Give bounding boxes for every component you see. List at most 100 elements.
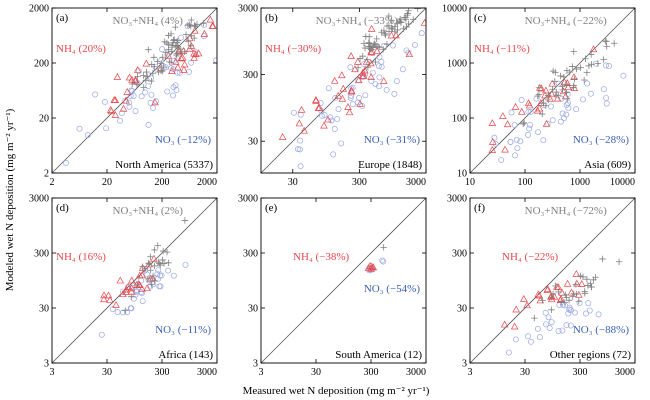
sum-point xyxy=(148,77,155,85)
nh4-point xyxy=(119,104,128,112)
no3-point xyxy=(567,322,574,329)
sum-point xyxy=(181,48,188,55)
no3-point xyxy=(128,87,135,94)
nh4-point xyxy=(192,50,200,58)
sum-point xyxy=(410,16,417,23)
sum-bias-label: NO₃+NH₄ (−33%) xyxy=(316,15,398,27)
nh4-point xyxy=(100,291,108,299)
x-tick-label: 10 xyxy=(465,177,475,188)
sum-point xyxy=(359,52,366,60)
no3-point xyxy=(132,291,139,298)
sum-point xyxy=(376,44,383,51)
sum-point xyxy=(144,73,151,80)
nh4-point xyxy=(116,276,125,284)
no3-point xyxy=(535,129,541,136)
sum-point xyxy=(145,260,153,268)
no3-point xyxy=(154,270,161,277)
sum-point xyxy=(155,68,162,76)
no3-point xyxy=(566,304,573,311)
panel-c: 10 100 1000 10000 10 100 1000 10000 (c) Asia (609… xyxy=(442,4,636,188)
x-tick-label: 300 xyxy=(573,367,588,378)
no3-point xyxy=(527,121,534,128)
sum-point xyxy=(559,83,566,90)
y-tick-label: 2000 xyxy=(29,4,49,15)
no3-point xyxy=(368,78,375,85)
sum-point xyxy=(587,280,594,287)
data-points xyxy=(488,37,627,163)
nh4-point xyxy=(367,47,375,55)
no3-point xyxy=(512,336,519,343)
nh4-point xyxy=(190,49,198,57)
sum-point xyxy=(548,294,555,301)
sum-point xyxy=(602,37,609,45)
nh4-point xyxy=(135,271,144,279)
sum-point xyxy=(186,21,193,28)
nh4-point xyxy=(180,65,188,73)
no3-point xyxy=(145,121,152,128)
no3-point xyxy=(563,111,570,118)
no3-point xyxy=(565,310,572,317)
sum-point xyxy=(159,67,166,75)
no3-point xyxy=(548,103,554,110)
sum-point xyxy=(579,273,587,281)
nh4-point xyxy=(138,263,147,271)
x-axis-label: Measured wet N deposition (mg m⁻² yr⁻¹) xyxy=(243,385,430,397)
nh4-point xyxy=(387,31,396,39)
y-tick-label: 1000 xyxy=(447,59,467,70)
nh4-point xyxy=(104,291,113,299)
no3-point xyxy=(325,85,332,92)
no3-point xyxy=(376,74,383,81)
region-label: Other regions (72) xyxy=(550,349,632,361)
no3-point xyxy=(120,309,127,316)
no3-point xyxy=(375,63,382,70)
nh4-point xyxy=(190,53,198,61)
sum-point xyxy=(585,62,593,70)
panel-frame xyxy=(260,197,427,364)
sum-point xyxy=(563,67,571,74)
nh4-point xyxy=(589,45,598,53)
sum-point xyxy=(154,58,161,65)
sum-point xyxy=(145,259,152,267)
no3-point xyxy=(390,42,396,49)
sum-point xyxy=(400,25,407,32)
no3-point xyxy=(170,272,177,279)
nh4-point xyxy=(347,87,356,95)
x-tick-label: 30 xyxy=(288,177,298,188)
no3-point xyxy=(576,299,583,306)
no3-point xyxy=(143,271,150,278)
no3-point xyxy=(130,92,137,99)
one-to-one-line xyxy=(260,7,427,174)
sum-point xyxy=(573,65,580,73)
sum-point xyxy=(160,63,168,71)
nh4-point xyxy=(206,15,215,23)
no3-point xyxy=(129,88,135,95)
nh4-point xyxy=(354,57,362,65)
no3-point xyxy=(372,81,379,88)
x-tick-label: 3 xyxy=(468,367,473,378)
nh4-point xyxy=(178,53,187,61)
no3-point xyxy=(412,41,418,48)
sum-point xyxy=(172,42,180,50)
no3-point xyxy=(600,86,607,93)
data-points xyxy=(278,8,426,170)
no3-point xyxy=(514,145,521,152)
sum-point xyxy=(560,73,567,80)
sum-point xyxy=(572,281,580,288)
sum-point xyxy=(562,291,569,299)
nh4-point xyxy=(300,126,308,134)
x-tick-label: 30 xyxy=(311,367,321,378)
nh4-point xyxy=(367,24,376,32)
no3-point xyxy=(157,283,164,290)
sum-point xyxy=(185,38,192,45)
nh4-point xyxy=(295,119,304,127)
nh4-point xyxy=(501,145,509,153)
nh4-point xyxy=(354,76,363,84)
region-label: South America (12) xyxy=(335,349,422,361)
no3-point xyxy=(545,314,552,321)
x-tick-label: 3000 xyxy=(197,367,217,378)
sum-point xyxy=(587,51,595,58)
nh4-point xyxy=(362,57,371,65)
no3-point xyxy=(542,309,549,316)
sum-point xyxy=(397,19,405,26)
